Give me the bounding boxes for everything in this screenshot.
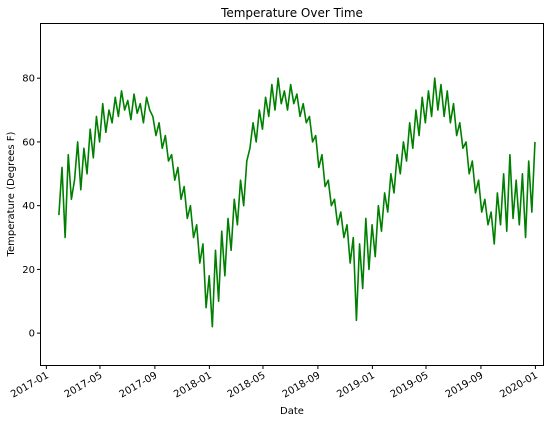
x-tick-label: 2019-05 <box>389 370 431 400</box>
x-tick-label: 2018-01 <box>172 370 214 400</box>
y-axis-label: Temperature (Degrees F) <box>6 131 17 257</box>
y-tick-label: 80 <box>22 74 35 85</box>
y-tick-label: 20 <box>22 265 35 276</box>
x-tick-label: 2020-01 <box>498 370 540 400</box>
y-tick-label: 40 <box>22 201 35 212</box>
x-tick-label: 2017-09 <box>118 370 160 400</box>
x-tick-label: 2019-09 <box>444 370 486 400</box>
x-axis-ticks: 2017-01 2017-05 2017-09 2018-01 2018-05 2018-… <box>9 365 540 400</box>
x-tick-label: 2017-05 <box>63 370 105 400</box>
y-tick-label: 0 <box>29 329 35 340</box>
series-group <box>58 77 536 328</box>
x-tick-label: 2018-09 <box>281 370 323 400</box>
x-tick-label: 2018-05 <box>226 370 268 400</box>
y-axis-ticks: 0 20 40 60 80 <box>22 74 41 340</box>
plot-frame <box>40 23 544 366</box>
y-tick-label: 60 <box>22 137 35 148</box>
series-line <box>58 77 536 328</box>
x-tick-label: 2019-01 <box>335 370 377 400</box>
chart-title: Temperature Over Time <box>220 6 363 20</box>
x-tick-label: 2017-01 <box>9 370 51 400</box>
x-axis-label: Date <box>280 406 304 417</box>
